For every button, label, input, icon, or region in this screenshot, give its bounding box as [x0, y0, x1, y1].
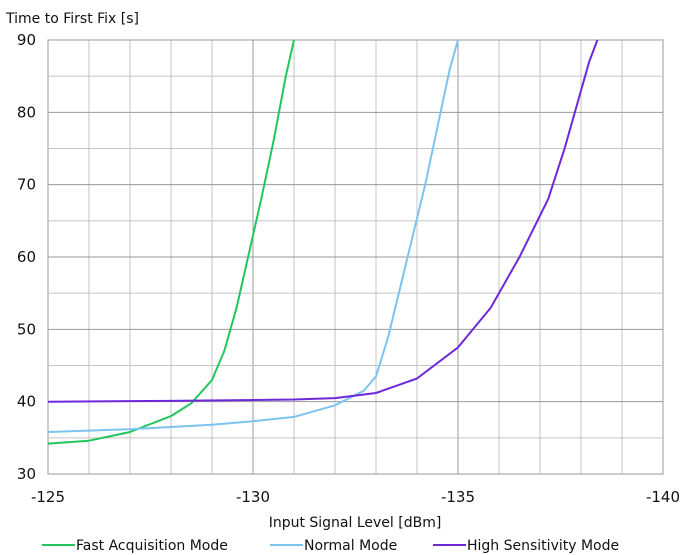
legend-label: Fast Acquisition Mode	[76, 538, 228, 554]
series-line-1	[47, 39, 295, 445]
y-axis-ticks: 30 40 50 60 70 80 90	[17, 31, 36, 483]
y-tick-label: 60	[17, 248, 36, 266]
legend: Fast Acquisition Mode Normal Mode High Sen…	[42, 538, 619, 554]
x-axis-ticks: -125 -130 -135 -140	[31, 488, 680, 506]
x-tick-label: -135	[441, 488, 475, 506]
x-tick-label: -125	[31, 488, 65, 506]
x-tick-label: -130	[236, 488, 270, 506]
series-lines	[47, 39, 599, 445]
y-tick-label: 30	[17, 465, 36, 483]
x-tick-label: -140	[646, 488, 680, 506]
y-tick-label: 50	[17, 320, 36, 338]
legend-label: Normal Mode	[304, 538, 397, 554]
series-line-2	[47, 39, 459, 433]
y-tick-label: 80	[17, 103, 36, 121]
y-tick-label: 90	[17, 31, 36, 49]
y-tick-label: 70	[17, 176, 36, 194]
series-line-3	[47, 39, 599, 403]
x-axis-title: Input Signal Level [dBm]	[269, 515, 442, 531]
y-axis-title: Time to First Fix [s]	[5, 11, 139, 27]
legend-label: High Sensitivity Mode	[467, 538, 619, 554]
y-tick-label: 40	[17, 393, 36, 411]
